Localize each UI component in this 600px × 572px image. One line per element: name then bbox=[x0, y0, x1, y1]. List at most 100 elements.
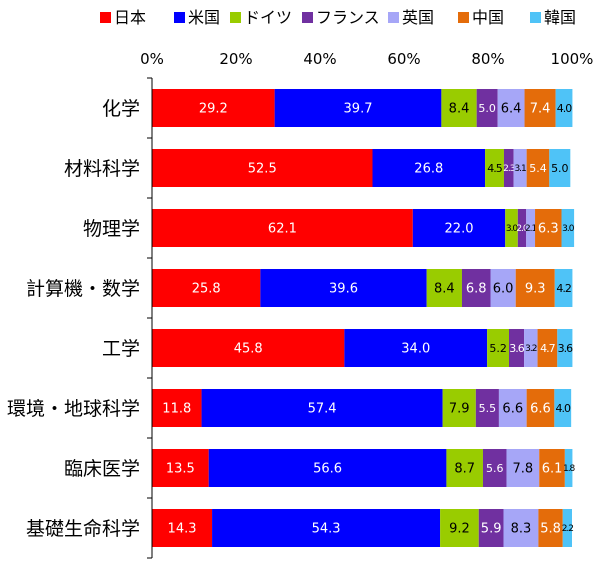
bar-segment-7-5 bbox=[538, 509, 563, 547]
legend-swatch-1 bbox=[174, 12, 185, 23]
data-label-6-2: 8.7 bbox=[454, 462, 475, 477]
x-tick-label-3: 60% bbox=[387, 50, 420, 68]
legend: 日本 米国 ドイツ フランス 英国 中国 韓国 bbox=[100, 8, 576, 27]
x-tick-label-4: 80% bbox=[471, 50, 504, 68]
category-label-5: 環境・地球科学 bbox=[7, 398, 140, 420]
bar-segment-7-4 bbox=[503, 509, 539, 547]
category-label-0: 化学 bbox=[102, 98, 140, 120]
bar-segment-0-0 bbox=[152, 89, 275, 127]
data-label-3-6: 4.2 bbox=[556, 282, 571, 295]
bar-segment-2-6 bbox=[561, 209, 575, 247]
data-label-6-3: 5.6 bbox=[486, 462, 504, 475]
data-label-0-4: 6.4 bbox=[501, 102, 522, 117]
bar-segment-6-4 bbox=[506, 449, 540, 487]
data-label-0-5: 7.4 bbox=[530, 102, 551, 117]
bar-segment-0-2 bbox=[441, 89, 477, 127]
legend-label-3: フランス bbox=[316, 8, 380, 27]
data-label-2-5: 6.3 bbox=[538, 222, 559, 237]
legend-label-2: ドイツ bbox=[244, 8, 292, 27]
data-label-3-3: 6.8 bbox=[466, 282, 487, 297]
category-label-1: 材料科学 bbox=[64, 158, 140, 180]
data-label-7-2: 9.2 bbox=[449, 522, 470, 537]
category-label-7: 基礎生命科学 bbox=[26, 518, 140, 540]
bar-segment-4-3 bbox=[509, 329, 525, 367]
bar-segment-1-3 bbox=[503, 149, 514, 187]
data-label-1-6: 5.0 bbox=[551, 162, 569, 175]
bar-segment-3-2 bbox=[426, 269, 462, 307]
data-label-5-4: 6.6 bbox=[502, 402, 523, 417]
data-label-4-1: 34.0 bbox=[401, 342, 430, 357]
bar-segment-5-6 bbox=[554, 389, 572, 427]
x-tick-label-1: 20% bbox=[219, 50, 252, 68]
data-label-6-6: 1.8 bbox=[563, 464, 576, 474]
data-label-2-3: 2.0 bbox=[516, 224, 529, 234]
bar-segment-7-3 bbox=[478, 509, 504, 547]
data-label-5-0: 11.8 bbox=[162, 402, 191, 417]
category-label-6: 臨床医学 bbox=[64, 458, 140, 480]
x-axis-tick-labels: 0% 20% 40% 60% 80% 100% bbox=[140, 50, 593, 68]
bar-segment-2-5 bbox=[535, 209, 562, 247]
data-label-4-2: 5.2 bbox=[489, 342, 507, 355]
data-label-3-0: 25.8 bbox=[192, 282, 221, 297]
bar-segment-6-1 bbox=[208, 449, 447, 487]
bar-segment-4-0 bbox=[152, 329, 345, 367]
data-label-7-0: 14.3 bbox=[168, 522, 197, 537]
data-label-5-3: 5.5 bbox=[479, 402, 497, 415]
data-label-2-4: 2.1 bbox=[525, 224, 537, 234]
bar-segment-5-5 bbox=[526, 389, 555, 427]
bar-segment-6-5 bbox=[539, 449, 565, 487]
bar-segment-2-4 bbox=[526, 209, 536, 247]
data-label-7-6: 2.2 bbox=[562, 524, 574, 534]
legend-label-0: 日本 bbox=[114, 8, 146, 27]
axis-lines bbox=[147, 78, 153, 559]
bar-segment-6-3 bbox=[482, 449, 507, 487]
data-label-3-1: 39.6 bbox=[329, 282, 358, 297]
bar-segment-6-6 bbox=[564, 449, 573, 487]
data-label-1-5: 5.4 bbox=[529, 162, 547, 175]
x-tick-label-5: 100% bbox=[551, 50, 594, 68]
legend-label-1: 米国 bbox=[188, 8, 220, 27]
bar-segment-7-1 bbox=[212, 509, 441, 547]
bar-segment-0-3 bbox=[476, 89, 498, 127]
bar-segment-7-6 bbox=[562, 509, 572, 547]
data-label-7-3: 5.9 bbox=[481, 522, 502, 537]
bar-segment-6-0 bbox=[152, 449, 209, 487]
bar-segment-4-2 bbox=[487, 329, 509, 367]
bar-segment-5-1 bbox=[201, 389, 443, 427]
data-label-6-1: 56.6 bbox=[313, 462, 342, 477]
bar-segment-1-0 bbox=[152, 149, 373, 187]
data-label-4-6: 3.6 bbox=[558, 342, 573, 355]
bar-segment-0-6 bbox=[555, 89, 573, 127]
data-label-5-6: 4.0 bbox=[556, 402, 571, 415]
data-label-1-2: 4.5 bbox=[487, 162, 502, 175]
data-label-3-4: 6.0 bbox=[493, 282, 514, 297]
bar-segment-1-4 bbox=[513, 149, 527, 187]
bar-segment-5-0 bbox=[152, 389, 202, 427]
bar-segment-3-0 bbox=[152, 269, 261, 307]
bar-segment-0-5 bbox=[524, 89, 556, 127]
data-label-0-1: 39.7 bbox=[344, 102, 373, 117]
data-label-2-6: 3.0 bbox=[562, 224, 575, 234]
data-label-5-1: 57.4 bbox=[308, 402, 337, 417]
data-label-0-6: 4.0 bbox=[557, 102, 572, 115]
data-label-7-1: 54.3 bbox=[312, 522, 341, 537]
data-label-4-3: 3.6 bbox=[509, 342, 524, 355]
data-label-6-0: 13.5 bbox=[166, 462, 195, 477]
bar-segment-3-6 bbox=[554, 269, 573, 307]
data-label-4-5: 4.7 bbox=[540, 342, 555, 355]
data-label-3-2: 8.4 bbox=[434, 282, 455, 297]
data-label-5-2: 7.9 bbox=[449, 402, 470, 417]
bar-segment-2-3 bbox=[517, 209, 527, 247]
bar-segment-7-0 bbox=[152, 509, 213, 547]
data-label-7-4: 8.3 bbox=[511, 522, 532, 537]
data-label-2-0: 62.1 bbox=[268, 222, 297, 237]
category-label-3: 計算機・数学 bbox=[26, 278, 140, 300]
data-label-1-0: 52.5 bbox=[248, 162, 277, 177]
bar-segment-0-4 bbox=[497, 89, 525, 127]
data-label-6-5: 6.1 bbox=[542, 462, 563, 477]
bar-segment-4-6 bbox=[557, 329, 573, 367]
bar-segment-6-2 bbox=[446, 449, 483, 487]
x-tick-label-0: 0% bbox=[140, 50, 164, 68]
